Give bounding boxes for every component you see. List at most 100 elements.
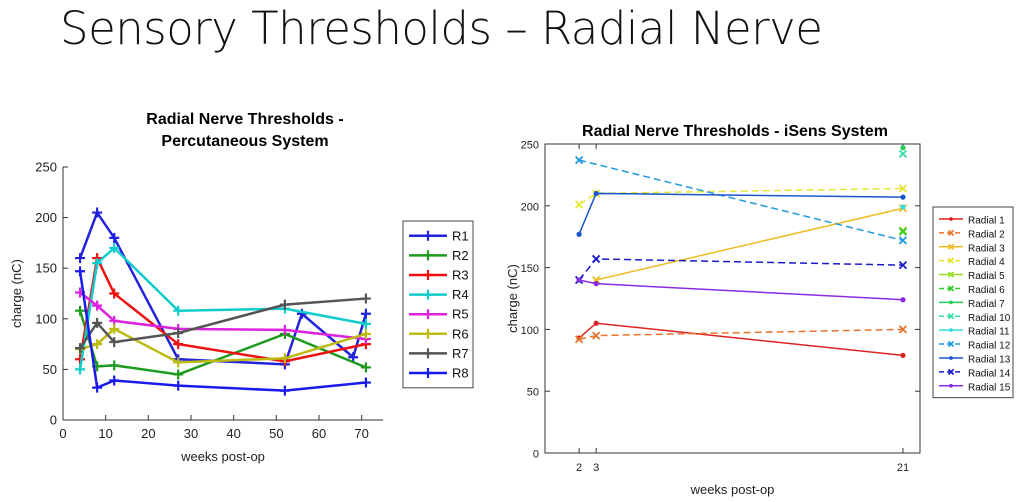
x-tick-label: 3	[593, 462, 599, 474]
y-tick-label: 50	[527, 387, 539, 399]
data-point	[173, 327, 184, 338]
legend-marker	[423, 368, 433, 378]
data-point	[75, 305, 86, 316]
legend-label: Radial 3	[968, 243, 1005, 254]
legend-label: R4	[452, 287, 469, 302]
y-tick-label: 200	[521, 201, 539, 213]
series-line	[578, 322, 904, 357]
series-radial-4	[574, 184, 908, 209]
series-r7	[75, 293, 371, 354]
legend-marker	[423, 230, 433, 241]
data-point	[576, 231, 582, 237]
legend-marker	[423, 289, 433, 300]
data-point	[900, 204, 906, 210]
data-point	[360, 293, 371, 304]
data-point	[574, 335, 584, 344]
data-point	[591, 254, 601, 264]
data-point	[279, 385, 290, 396]
series-line	[578, 159, 904, 242]
legend-label: Radial 13	[968, 354, 1011, 365]
data-point	[360, 377, 371, 388]
x-tick-label: 30	[184, 426, 198, 441]
series-radial-3	[591, 204, 908, 285]
data-point	[75, 343, 86, 354]
x-tick-label: 21	[897, 462, 909, 474]
series-line	[78, 310, 367, 376]
series-radial-14	[574, 254, 908, 285]
series-line	[578, 187, 903, 206]
legend-label: R2	[452, 248, 469, 263]
data-point	[360, 362, 371, 373]
data-point	[360, 318, 371, 329]
data-point	[900, 145, 906, 151]
legend-marker	[423, 270, 433, 280]
data-point	[92, 317, 103, 328]
legend-label: Radial 6	[968, 285, 1005, 296]
data-point	[75, 253, 86, 264]
y-tick-label: 250	[35, 160, 57, 175]
legend-marker	[423, 328, 433, 339]
y-tick-label: 100	[521, 325, 539, 337]
y-tick-label: 0	[533, 449, 539, 461]
data-point	[576, 277, 582, 283]
y-tick-label: 200	[35, 210, 57, 225]
y-tick-label: 250	[521, 140, 539, 152]
x-tick-label: 20	[141, 426, 155, 441]
series-line	[79, 291, 367, 341]
data-point	[92, 382, 103, 393]
data-point	[279, 353, 290, 364]
data-point	[898, 184, 908, 193]
series-line	[595, 207, 904, 281]
series-radial-2	[574, 325, 908, 344]
plot-area	[544, 143, 921, 454]
series-r8	[75, 266, 371, 396]
data-point	[360, 328, 371, 339]
series-radial-11	[900, 204, 906, 210]
chart-title: Percutaneous System	[161, 133, 328, 150]
data-point	[109, 323, 120, 334]
data-point	[109, 375, 120, 386]
data-point	[898, 227, 908, 236]
data-point	[593, 190, 599, 197]
data-point	[173, 305, 184, 316]
legend-marker	[947, 313, 955, 320]
data-point	[75, 266, 86, 277]
legend: Radial 1 Radial 2 Radial 3 Radial 4 Radial 5…	[932, 206, 1014, 399]
chart-title: Radial Nerve Thresholds -	[146, 111, 343, 128]
x-tick-label: 0	[59, 426, 66, 441]
legend-marker	[947, 243, 955, 250]
legend-marker	[947, 257, 955, 264]
series-radial-12	[574, 155, 908, 245]
data-point	[75, 364, 86, 375]
data-point	[173, 357, 184, 368]
legend-label: Radial 2	[968, 229, 1005, 240]
legend-marker	[949, 383, 953, 388]
legend-marker	[947, 271, 955, 278]
data-point	[574, 155, 584, 165]
legend-label: R5	[452, 307, 469, 322]
data-point	[593, 320, 599, 326]
data-point	[173, 369, 184, 380]
x-axis-label: weeks post-op	[690, 482, 775, 497]
series-line	[78, 209, 368, 366]
x-tick-label: 2	[576, 462, 582, 474]
data-point	[92, 300, 103, 311]
legend-marker	[423, 309, 433, 320]
legend-label: Radial 7	[968, 299, 1005, 310]
data-point	[574, 200, 584, 209]
data-point	[593, 281, 599, 287]
data-point	[348, 352, 359, 363]
data-point	[92, 207, 103, 218]
y-tick-label: 150	[35, 261, 57, 276]
x-tick-label: 70	[354, 426, 368, 441]
series-radial-7	[900, 145, 906, 151]
data-point	[898, 149, 908, 159]
series-radial-1	[576, 320, 906, 358]
legend-label: R1	[452, 228, 469, 243]
series-line	[578, 279, 903, 301]
legend-marker	[423, 250, 433, 261]
data-point	[109, 232, 120, 243]
legend-label: R7	[452, 346, 469, 361]
legend-label: Radial 15	[968, 382, 1011, 393]
